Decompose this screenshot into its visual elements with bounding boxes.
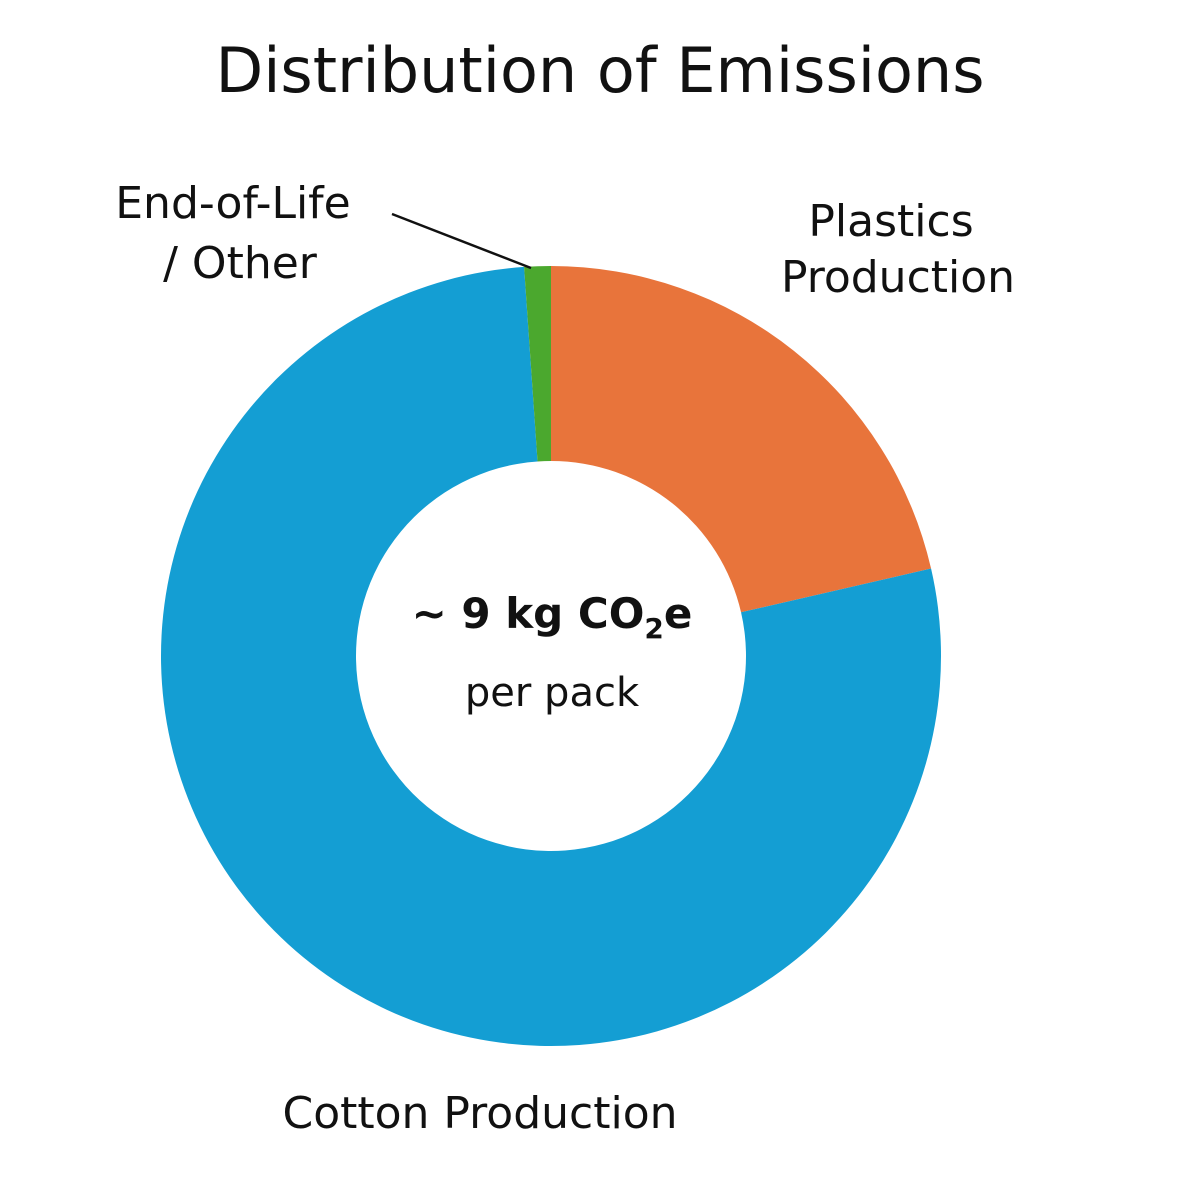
label-end-of-life-line-1: End-of-Life — [115, 178, 351, 229]
donut-slices — [161, 266, 942, 1047]
slice-end-of-life-other — [524, 266, 551, 462]
chart-title: Distribution of Emissions — [215, 34, 984, 107]
end-of-life-leader-line — [391, 212, 532, 270]
center-total-value: ~ 9 kg CO — [412, 589, 645, 638]
center-total-suffix: e — [664, 589, 693, 638]
label-plastics-production: Plastics Production — [781, 196, 1015, 303]
center-total-label: ~ 9 kg CO2e — [412, 589, 693, 645]
center-sub-label: per pack — [465, 670, 640, 716]
label-end-of-life-line-2: / Other — [163, 238, 318, 289]
label-plastics-line-1: Plastics — [808, 196, 973, 247]
label-plastics-line-2: Production — [781, 252, 1015, 303]
label-end-of-life: End-of-Life / Other — [115, 178, 365, 289]
center-total-subscript: 2 — [644, 612, 663, 645]
slice-plastics-production — [551, 266, 932, 613]
label-cotton-production: Cotton Production — [282, 1088, 677, 1139]
slice-cotton-production — [161, 266, 942, 1047]
